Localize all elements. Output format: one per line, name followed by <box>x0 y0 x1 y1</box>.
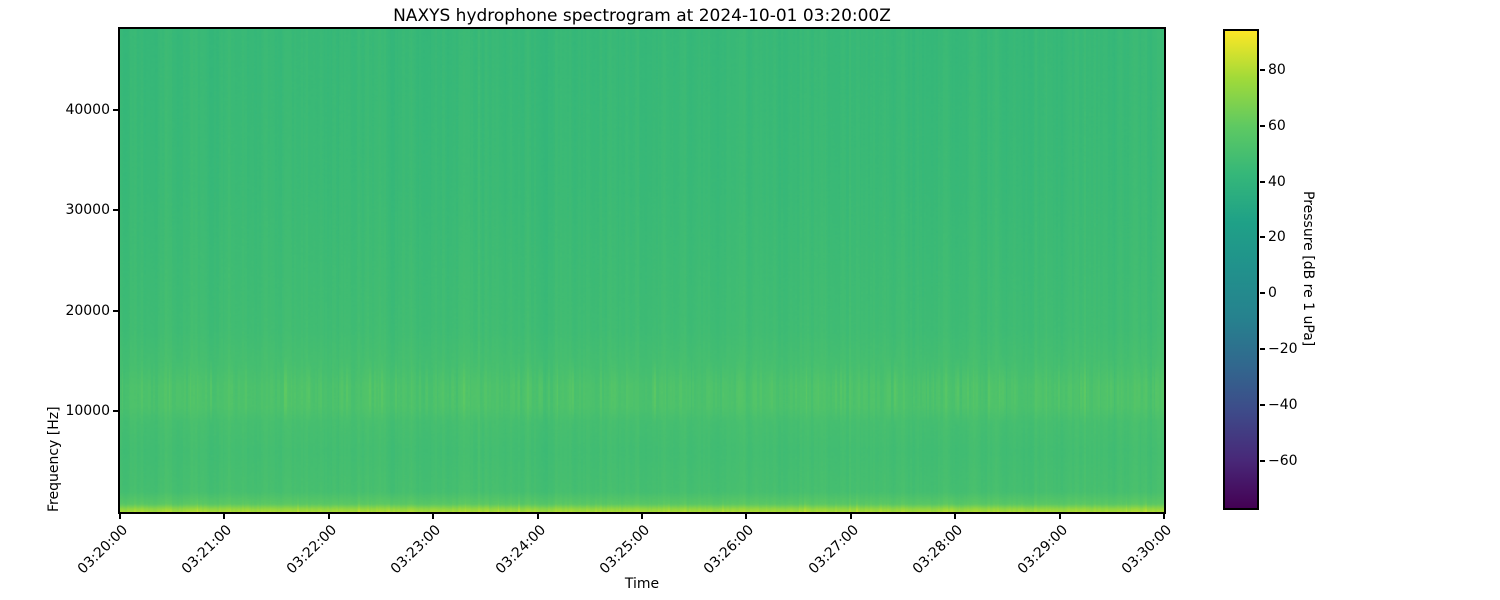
x-tick-mark <box>327 514 330 519</box>
x-tick-mark <box>954 514 957 519</box>
x-axis-label: Time <box>624 576 660 592</box>
x-tick-mark <box>223 514 226 519</box>
colorbar-tick-mark <box>1260 403 1265 406</box>
x-tick-label: 03:20:00 <box>74 522 132 578</box>
x-tick-mark <box>745 514 748 519</box>
y-tick-label: 10000 <box>65 403 110 420</box>
colorbar-tick-label: 80 <box>1268 62 1286 79</box>
colorbar-label: Pressure [dB re 1 uPa] <box>1300 191 1316 347</box>
colorbar-tick-mark <box>1260 180 1265 183</box>
x-tick-mark <box>1163 514 1165 519</box>
colorbar-tick-label: −40 <box>1268 396 1298 413</box>
colorbar-tick-label: 60 <box>1268 117 1286 134</box>
y-tick-mark <box>113 108 118 111</box>
x-tick-mark <box>849 514 852 519</box>
x-tick-mark <box>119 514 121 519</box>
y-tick-label: 40000 <box>65 101 110 118</box>
y-tick-label: 30000 <box>65 202 110 219</box>
colorbar-tick-mark <box>1260 292 1265 295</box>
colorbar-tick-label: 20 <box>1268 229 1286 246</box>
colorbar-tick-mark <box>1260 69 1265 72</box>
y-tick-mark <box>113 410 118 413</box>
y-axis-label: Frequency [Hz] <box>46 406 62 512</box>
colorbar-tick-mark <box>1260 459 1265 462</box>
spectrogram-plot-area <box>118 27 1166 514</box>
chart-title: NAXYS hydrophone spectrogram at 2024-10-… <box>393 6 891 26</box>
colorbar-tick-label: 0 <box>1268 285 1277 302</box>
colorbar-tick-mark <box>1260 236 1265 239</box>
colorbar-gradient <box>1225 31 1257 508</box>
x-tick-mark <box>536 514 539 519</box>
colorbar <box>1223 29 1259 510</box>
colorbar-tick-mark <box>1260 348 1265 350</box>
colorbar-tick-label: −20 <box>1268 341 1298 357</box>
colorbar-tick-mark <box>1260 124 1265 127</box>
x-tick-mark <box>432 514 435 519</box>
x-tick-mark <box>641 514 643 519</box>
colorbar-tick-label: 40 <box>1268 173 1286 190</box>
colorbar-tick-label: −60 <box>1268 452 1298 469</box>
y-tick-mark <box>113 309 118 312</box>
y-tick-mark <box>113 209 118 212</box>
y-tick-label: 20000 <box>65 302 110 319</box>
x-tick-mark <box>1058 514 1061 519</box>
spectrogram-heatmap-image <box>120 29 1164 512</box>
